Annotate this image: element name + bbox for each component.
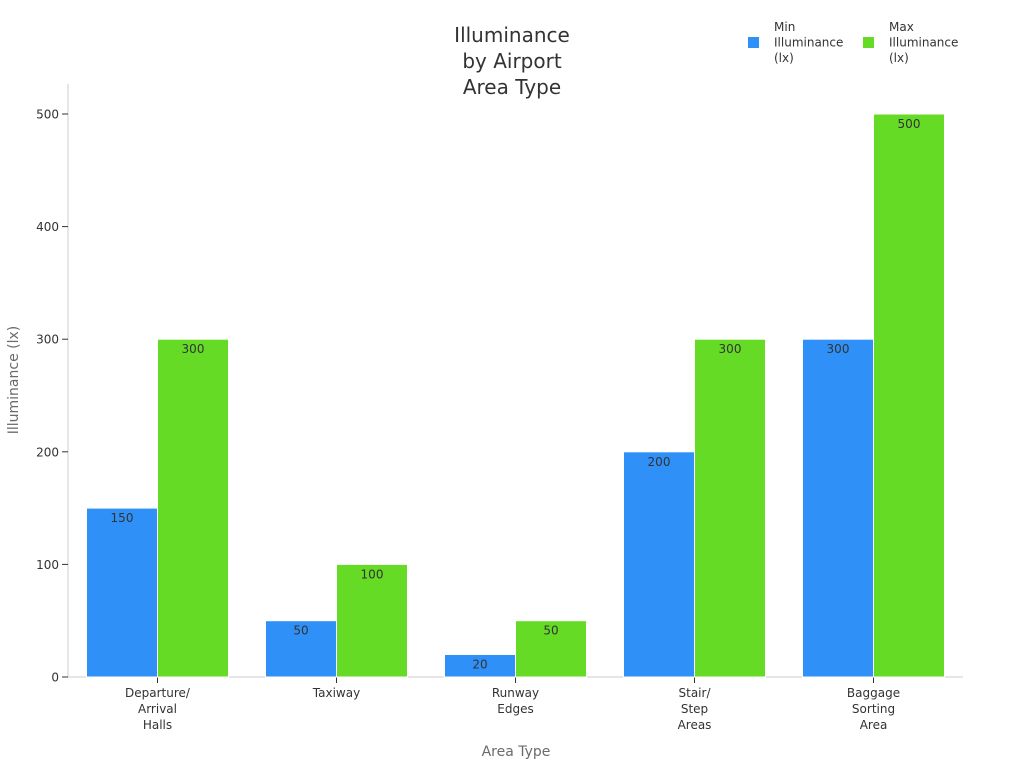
bar [802,338,874,678]
bar-value-label: 20 [472,657,487,671]
x-tick-label: Taxiway [312,686,360,700]
bar [336,563,408,678]
x-tick-label: Step [681,702,708,716]
bar [265,620,337,678]
legend-swatch [748,37,759,48]
bar-value-label: 200 [648,455,671,469]
legend-label: Min [774,20,795,34]
chart-title-line: Area Type [463,75,561,99]
x-tick-label: Halls [143,718,172,732]
chart-title-line: by Airport [462,49,562,73]
legend-label: (lx) [889,51,909,65]
y-tick-label: 500 [36,108,59,122]
bar-value-label: 300 [182,342,205,356]
y-tick-label: 100 [36,558,59,572]
y-tick-label: 0 [51,671,59,685]
x-tick-label: Arrival [138,702,177,716]
bars [86,113,945,678]
x-tick-label: Areas [678,718,712,732]
bar-value-label: 500 [898,117,921,131]
x-axis: Departure/Arrival Halls Taxiway Runway Edges… [68,676,963,732]
x-tick-label: Baggage [847,686,900,700]
legend-label: (lx) [774,51,794,65]
x-tick-label: Sorting [852,702,895,716]
y-tick-label: 300 [36,333,59,347]
y-tick-label: 400 [36,220,59,234]
x-axis-title: Area Type [482,744,551,760]
x-tick-label: Edges [497,702,533,716]
bar [157,338,229,678]
y-axis-title: Illuminance (lx) [6,326,22,435]
legend-label: Max [889,20,914,34]
bar [873,113,945,678]
bar-value-label: 300 [719,342,742,356]
bar [623,451,695,678]
bar-value-label: 50 [293,624,308,638]
bar [86,507,158,678]
chart-title-line: Illuminance [454,23,570,47]
bar-value-label: 100 [361,567,384,581]
bar [515,620,587,678]
legend-swatch [863,37,874,48]
data-labels: 150 300 50 100 20 50 200 300 300 500 [111,117,921,671]
y-tick-label: 200 [36,445,59,459]
bar-value-label: 50 [543,624,558,638]
bar-value-label: 300 [827,342,850,356]
x-tick-label: Area [860,718,888,732]
x-tick-label: Departure/ [125,686,191,700]
legend-label: Illuminance [774,36,843,50]
x-tick-label: Stair/ [679,686,712,700]
x-tick-label: Runway [492,686,539,700]
legend-label: Illuminance [889,36,958,50]
bar [694,338,766,678]
bar-value-label: 150 [111,511,134,525]
y-axis: 0 100 200 300 400 500 [36,84,69,685]
